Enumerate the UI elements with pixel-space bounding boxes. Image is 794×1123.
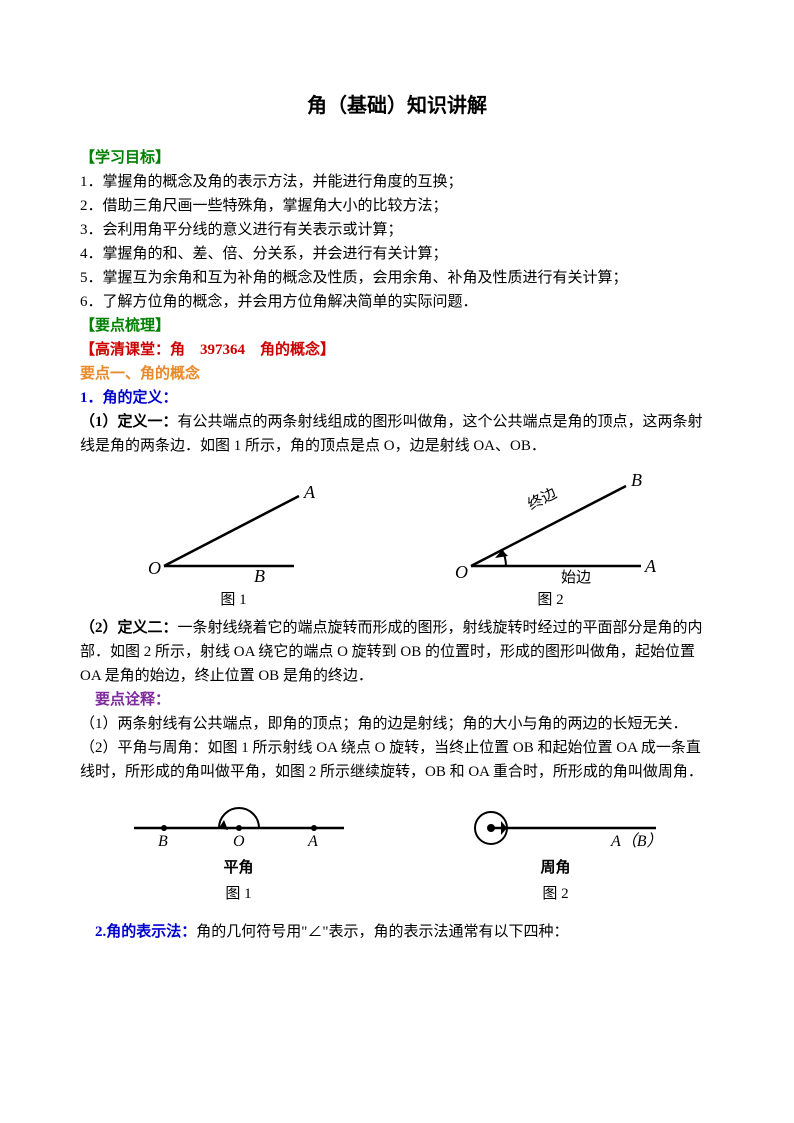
outline-header: 【要点梳理】 xyxy=(80,314,714,338)
p2-header: 2.角的表示法： xyxy=(95,924,196,940)
angle-diagram-1: O A B xyxy=(124,476,344,586)
label-A: A xyxy=(307,833,318,850)
def2-label: （2）定义二： xyxy=(80,620,178,636)
full-angle-diagram: A（B） xyxy=(441,798,671,854)
fig3-caption: 平角 xyxy=(223,856,253,880)
figure-1: O A B 图 1 xyxy=(124,476,344,612)
label-O: O xyxy=(455,562,468,582)
label-B: B xyxy=(158,833,168,850)
goal-item: 4．掌握角的和、差、倍、分关系，并会进行有关计算； xyxy=(80,242,714,266)
keypoint-1-header: 要点一、角的概念 xyxy=(80,362,714,386)
label-start: 始边 xyxy=(561,569,591,586)
label-O: O xyxy=(148,558,161,578)
label-A: A xyxy=(303,482,316,502)
label-A: A xyxy=(644,556,657,576)
figure-flat-angle: B O A 平角 图 1 xyxy=(124,798,354,906)
p2-body: 角的几何符号用"∠"表示，角的表示法通常有以下四种： xyxy=(196,924,568,940)
label-AB: A（B） xyxy=(610,832,663,850)
figure-row-1: O A B 图 1 O A B 终边 始边 图 2 xyxy=(80,466,714,612)
def-header: 1．角的定义： xyxy=(80,386,714,410)
p2: 2.角的表示法：角的几何符号用"∠"表示，角的表示法通常有以下四种： xyxy=(80,920,714,944)
fig1-caption: 图 1 xyxy=(220,588,246,612)
goal-item: 6．了解方位角的概念，并会用方位角解决简单的实际问题． xyxy=(80,290,714,314)
label-O: O xyxy=(233,833,245,850)
page-title: 角（基础）知识讲解 xyxy=(80,90,714,122)
note-1: （1）两条射线有公共端点，即角的顶点；角的边是射线；角的大小与角的两边的长短无关… xyxy=(80,712,714,736)
angle-diagram-2: O A B 终边 始边 xyxy=(431,466,671,586)
goals-header: 【学习目标】 xyxy=(80,146,714,170)
goal-item: 2．借助三角尺画一些特殊角，掌握角大小的比较方法； xyxy=(80,194,714,218)
fig4-sub: 图 2 xyxy=(542,882,568,906)
figure-2: O A B 终边 始边 图 2 xyxy=(431,466,671,612)
flat-angle-diagram: B O A xyxy=(124,798,354,854)
fig2-caption: 图 2 xyxy=(537,588,563,612)
def1-label: （1）定义一： xyxy=(80,414,178,430)
goal-item: 1．掌握角的概念及角的表示方法，并能进行角度的互换； xyxy=(80,170,714,194)
goal-item: 5．掌握互为余角和互为补角的概念及性质，会用余角、补角及性质进行有关计算； xyxy=(80,266,714,290)
label-end: 终边 xyxy=(525,485,559,514)
label-B: B xyxy=(254,566,265,586)
figure-full-angle: A（B） 周角 图 2 xyxy=(441,798,671,906)
figure-row-2: B O A 平角 图 1 A（B） 周角 图 2 xyxy=(80,798,714,906)
note-header: 要点诠释： xyxy=(80,688,714,712)
goal-item: 3．会利用角平分线的意义进行有关表示或计算； xyxy=(80,218,714,242)
label-B: B xyxy=(631,470,642,490)
note-2: （2）平角与周角：如图 1 所示射线 OA 绕点 O 旋转，当终止位置 OB 和… xyxy=(80,736,714,784)
def1: （1）定义一：有公共端点的两条射线组成的图形叫做角，这个公共端点是角的顶点，这两… xyxy=(80,410,714,458)
fig3-sub: 图 1 xyxy=(225,882,251,906)
def2: （2）定义二：一条射线绕着它的端点旋转而形成的图形，射线旋转时经过的平面部分是角… xyxy=(80,616,714,688)
fig4-caption: 周角 xyxy=(540,856,570,880)
hq-header: 【高清课堂：角 397364 角的概念】 xyxy=(80,338,714,362)
